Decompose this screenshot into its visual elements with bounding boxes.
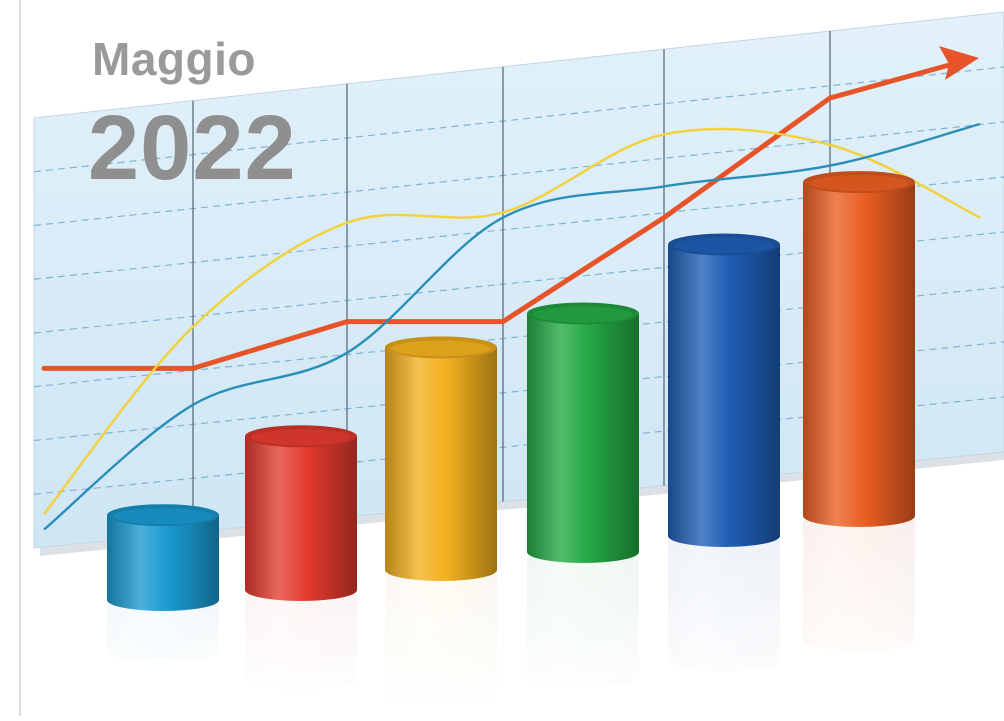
grid-dashed-line bbox=[33, 176, 1004, 280]
bar-reflection-shape bbox=[385, 574, 497, 705]
grid-dashed-line bbox=[33, 231, 1004, 334]
trend-arrow-head bbox=[939, 46, 979, 80]
yellow-line bbox=[43, 127, 981, 515]
bar-reflection bbox=[527, 556, 639, 687]
left-border-line bbox=[19, 0, 21, 716]
bar-top-highlight bbox=[533, 306, 633, 323]
bar-reflection bbox=[668, 540, 780, 671]
blue-line bbox=[43, 122, 981, 531]
bar-top-highlight bbox=[809, 175, 909, 192]
bar-reflection-shape bbox=[107, 604, 219, 662]
bar-reflection bbox=[245, 594, 357, 690]
bar-reflection bbox=[385, 574, 497, 705]
grid-dashed-line bbox=[33, 341, 1004, 442]
bar-top-highlight bbox=[391, 340, 491, 357]
bar-2 bbox=[245, 436, 357, 601]
grid-dashed-line bbox=[33, 121, 1004, 227]
bar-reflection-shape bbox=[245, 594, 357, 690]
grid-dashed-line bbox=[33, 396, 1004, 495]
bar-reflection-shape bbox=[803, 520, 915, 651]
bar-4 bbox=[527, 313, 639, 563]
bar-reflection bbox=[107, 604, 219, 662]
bar-3 bbox=[385, 347, 497, 581]
month-heading: Maggio bbox=[92, 33, 256, 85]
bar-top-highlight bbox=[674, 237, 774, 254]
year-heading: 2022 bbox=[88, 97, 297, 199]
bar-reflection bbox=[803, 520, 915, 651]
bar-top-highlight bbox=[251, 429, 351, 446]
bar-5 bbox=[668, 244, 780, 547]
bar-reflection-shape bbox=[527, 556, 639, 687]
trend-arrow-line bbox=[41, 61, 956, 371]
bar-top-highlight bbox=[113, 508, 213, 525]
bar-6 bbox=[803, 182, 915, 527]
bar-reflection-shape bbox=[668, 540, 780, 671]
grid-dashed-line bbox=[33, 66, 1004, 173]
bar-1 bbox=[107, 515, 219, 611]
